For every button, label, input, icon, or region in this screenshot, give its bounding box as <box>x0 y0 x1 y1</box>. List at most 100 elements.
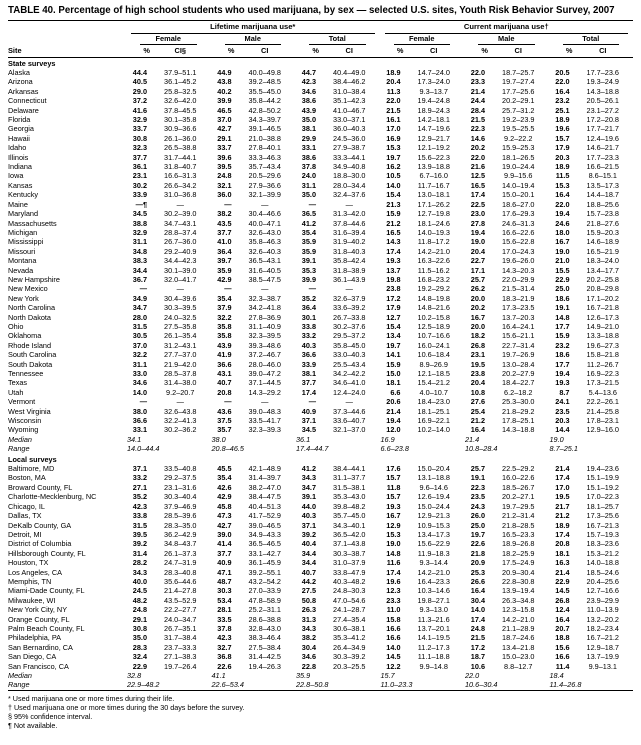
ci-cell: 15.9–20.3 <box>586 227 619 237</box>
ci-cell: 20.8–29.8 <box>586 284 619 294</box>
percent-cell: 11.3 <box>386 86 401 96</box>
percent-cell: 40.3 <box>301 511 316 521</box>
percent-cell: 16.7 <box>470 312 485 322</box>
ci-cell: 38.5–47.5 <box>248 274 281 284</box>
ci-cell: 32.6–43.8 <box>164 406 197 416</box>
site-cell: South Carolina <box>8 350 57 360</box>
percent-cell: 22.9 <box>555 274 570 284</box>
percent-cell: 19.3 <box>386 256 401 266</box>
ci-cell: 31.7–38.4 <box>164 633 197 643</box>
site-cell: San Diego, CA <box>8 652 57 662</box>
ci-cell: 32.1–39.9 <box>248 190 281 200</box>
ci-cell: 11.9–18.3 <box>417 548 450 558</box>
ci-cell: 28.6–38.8 <box>248 614 281 624</box>
table-row: Delaware 41.6 37.8–45.5 46.5 42.8–50.2 43.9 41… <box>8 106 633 115</box>
table-row: Georgia 33.7 30.9–36.6 42.7 39.1–46.5 38.1 36.… <box>8 124 633 133</box>
ci-cell: 19.8–27.1 <box>417 595 450 605</box>
percent-cell: 33.5 <box>217 614 232 624</box>
ci-cell: 25.3–30.0 <box>502 397 535 407</box>
percent-cell: 31.1 <box>132 359 147 369</box>
ci-cell: 20.4–25.6 <box>586 576 619 586</box>
ci-cell: 38.4–46.2 <box>333 77 366 87</box>
ci-cell: 19.7–26.9 <box>502 350 535 360</box>
table-row: Median 34.1 38.0 36.1 16.9 21.4 19.0 <box>8 435 633 444</box>
percent-cell: 45.8 <box>217 501 232 511</box>
percent-cell: 42.3 <box>217 633 232 643</box>
ci-cell: 16.9–22.3 <box>586 369 619 378</box>
ci-cell: 33.0–40.3 <box>333 350 366 360</box>
ci-cell: 13.4–17.3 <box>417 529 450 539</box>
ci-cell: 21.5–31.4 <box>502 284 535 294</box>
percent-cell: 22.0 <box>470 68 485 77</box>
ci-cell: 13.9–18.8 <box>417 162 450 172</box>
ci-cell: 17.1–26.2 <box>417 199 450 209</box>
table-row: Range 14.0–44.4 20.8–46.5 17.4–44.7 6.6–23.8… <box>8 444 633 453</box>
ci-cell: 23.1–27.2 <box>586 105 619 115</box>
ci-cell: 41.7–52.9 <box>248 511 281 521</box>
ci-cell: 22.8–30.8 <box>502 576 535 586</box>
percent-cell: 39.1 <box>301 256 316 266</box>
percent-cell: 18.2 <box>470 331 485 341</box>
ci-cell: 33.0–37.1 <box>333 115 366 125</box>
percent-cell: 39.2 <box>301 529 316 539</box>
percent-cell: 43.1 <box>217 369 232 378</box>
percent-cell: 23.0 <box>470 209 485 219</box>
ci-cell: 19.5–25.5 <box>502 124 535 134</box>
percent-cell: 22.8 <box>301 661 316 671</box>
percent-cell: 39.2 <box>132 539 147 549</box>
ci-cell: 19.4–24.8 <box>417 96 450 106</box>
ci-cell: 19.6–26.0 <box>502 256 535 266</box>
percent-cell: 43.9 <box>301 105 316 115</box>
percent-cell: 30.4 <box>470 595 485 605</box>
percent-cell: 44.2 <box>301 576 316 586</box>
ci-cell: 26.7–35.1 <box>164 623 197 633</box>
ci-cell: 31.4–39.7 <box>248 473 281 483</box>
percent-cell: 27.1 <box>132 482 147 492</box>
ci-cell: 34.2–41.8 <box>248 303 281 313</box>
ci-cell: 12.1–19.2 <box>417 143 450 153</box>
ci-cell: 39.0–48.3 <box>248 406 281 416</box>
ci-cell: — <box>176 284 184 294</box>
site-cell: Illinois <box>8 152 29 162</box>
ci-cell: 19.2–23.9 <box>502 115 535 125</box>
ci-cell: 15.0–20.4 <box>417 464 450 474</box>
percent-cell: 39.6 <box>217 152 232 162</box>
ci-cell: 19.7–29.5 <box>502 501 535 511</box>
percent-cell: 12.0 <box>386 425 401 435</box>
percent-cell: 31.5 <box>132 321 147 331</box>
percent-header: % <box>126 44 150 58</box>
ci-cell: 14.8–19.8 <box>417 293 450 303</box>
percent-cell: 41.0 <box>217 237 232 247</box>
ci-cell: 31.4–42.5 <box>248 652 281 662</box>
percent-cell: 17.9 <box>386 303 401 313</box>
percent-cell: 40.3 <box>301 340 316 350</box>
summary-value-cell: 35.9 <box>296 671 311 680</box>
percent-cell: 42.3 <box>301 77 316 87</box>
table-row: Kansas 30.2 26.6–34.2 32.1 27.9–36.6 31.1 28.0… <box>8 181 633 190</box>
ci-cell: 37.1–43.8 <box>333 539 366 549</box>
ci-cell: 30.2–37.6 <box>333 321 366 331</box>
ci-cell: 14.2–21.0 <box>417 246 450 256</box>
percent-cell: 30.8 <box>132 133 147 143</box>
percent-cell: 20.5 <box>555 68 570 77</box>
summary-value-cell: 18.4 <box>549 671 564 680</box>
ci-cell: 39.8–48.2 <box>333 501 366 511</box>
percent-cell: 27.5 <box>301 586 316 596</box>
ci-cell: 39.2–48.5 <box>248 77 281 87</box>
site-cell: San Bernardino, CA <box>8 642 73 652</box>
site-cell: Arizona <box>8 77 33 87</box>
percent-cell: 19.3 <box>555 378 570 388</box>
percent-cell: 19.6 <box>555 124 570 134</box>
ci-cell: 17.0–22.3 <box>586 492 619 502</box>
percent-cell: 21.4 <box>555 567 570 577</box>
ci-cell: 18.9–26.8 <box>502 539 535 549</box>
ci-cell: 26.3–34.8 <box>502 595 535 605</box>
site-cell: Texas <box>8 378 28 388</box>
percent-cell: 36.7 <box>132 274 147 284</box>
percent-cell: 42.3 <box>132 501 147 511</box>
table-row: Wyoming 33.1 30.2–36.2 35.7 32.3–39.3 34.5 32.… <box>8 425 633 434</box>
percent-cell: 41.4 <box>217 539 232 549</box>
percent-cell: 30.2 <box>132 180 147 190</box>
ci-cell: 28.5–39.6 <box>164 511 197 521</box>
ci-cell: 12.6–17.3 <box>586 312 619 322</box>
